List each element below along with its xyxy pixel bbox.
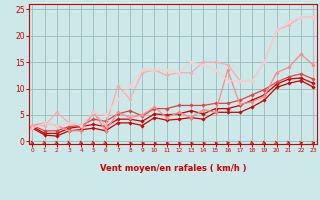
X-axis label: Vent moyen/en rafales ( km/h ): Vent moyen/en rafales ( km/h ) xyxy=(100,164,246,173)
